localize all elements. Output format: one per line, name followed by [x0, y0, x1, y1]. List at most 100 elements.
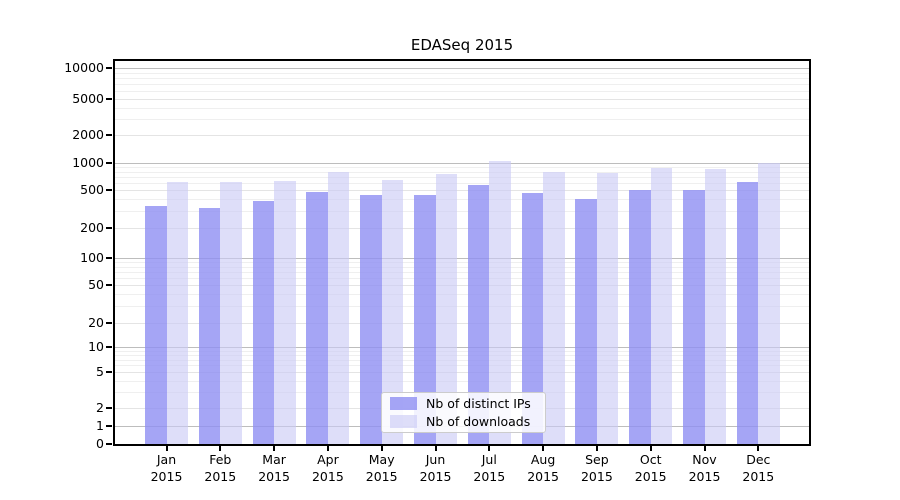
y-tick-label: 200	[80, 220, 104, 235]
y-tick-label: 2000	[72, 127, 104, 142]
minor-gridline	[114, 271, 810, 273]
gridline	[114, 323, 810, 324]
minor-gridline	[114, 167, 810, 169]
bar-distinct-ips	[198, 207, 221, 444]
minor-gridline	[114, 266, 810, 268]
minor-gridline	[114, 182, 810, 184]
x-tick-label: Dec 2015	[728, 451, 788, 485]
bar-downloads	[596, 172, 619, 444]
x-tick-label: Jan 2015	[137, 451, 197, 485]
bar-downloads	[435, 173, 457, 444]
x-tick	[380, 445, 383, 451]
minor-gridline	[114, 277, 810, 279]
x-tick-year: 2015	[419, 469, 452, 484]
y-tick-label: 2	[96, 400, 104, 415]
y-tick-label: 500	[80, 182, 104, 197]
minor-gridline	[114, 380, 810, 382]
plot-area	[114, 60, 810, 444]
y-tick-label: 10	[88, 339, 104, 354]
x-tick-year: 2015	[204, 469, 237, 484]
y-tick	[106, 443, 112, 445]
x-tick-label: Jun 2015	[406, 451, 466, 485]
bar-downloads	[543, 171, 565, 444]
bar-distinct-ips	[736, 181, 759, 444]
y-tick	[106, 284, 112, 286]
x-tick-year: 2015	[742, 469, 775, 484]
x-tick	[757, 445, 760, 451]
x-tick-year: 2015	[580, 469, 613, 484]
y-tick	[106, 371, 112, 373]
x-tick-label: Feb 2015	[190, 451, 250, 485]
minor-gridline	[114, 90, 810, 92]
x-tick-label: May 2015	[352, 451, 412, 485]
x-tick	[703, 445, 706, 451]
y-tick-label: 1	[96, 418, 104, 433]
bar-distinct-ips	[467, 184, 490, 444]
bar-downloads	[166, 181, 188, 444]
minor-gridline	[114, 77, 810, 79]
x-tick-label: Jul 2015	[459, 451, 519, 485]
minor-gridline	[114, 176, 810, 178]
minor-gridline	[114, 306, 810, 308]
gridline	[114, 372, 810, 373]
gridline	[114, 285, 810, 286]
x-tick	[326, 445, 329, 451]
x-tick-label: Apr 2015	[298, 451, 358, 485]
minor-gridline	[114, 365, 810, 367]
x-tick	[434, 445, 437, 451]
y-tick	[106, 322, 112, 324]
bar-distinct-ips	[521, 193, 544, 444]
legend: Nb of distinct IPs Nb of downloads	[381, 392, 546, 433]
y-tick-label: 20	[88, 315, 104, 330]
bar-downloads	[327, 171, 350, 444]
legend-item-distinct-ips: Nb of distinct IPs	[390, 396, 537, 411]
minor-gridline	[114, 171, 810, 173]
x-tick-year: 2015	[150, 469, 183, 484]
x-tick-label: Nov 2015	[675, 451, 735, 485]
y-tick	[106, 425, 112, 427]
gridline	[114, 228, 810, 229]
legend-label-distinct-ips: Nb of distinct IPs	[426, 396, 531, 411]
x-tick-label: Mar 2015	[244, 451, 304, 485]
bar-distinct-ips	[360, 195, 382, 444]
x-tick	[595, 445, 598, 451]
legend-item-downloads: Nb of downloads	[390, 414, 537, 429]
legend-label-downloads: Nb of downloads	[426, 414, 531, 429]
x-tick	[273, 445, 276, 451]
minor-gridline	[114, 359, 810, 361]
bar-downloads	[274, 180, 296, 444]
y-tick-label: 0	[96, 436, 104, 451]
bar-distinct-ips	[145, 205, 167, 444]
bar-downloads	[758, 163, 780, 444]
bar-distinct-ips	[414, 195, 436, 444]
minor-gridline	[114, 262, 810, 264]
bar-downloads	[650, 167, 673, 444]
bar-distinct-ips	[683, 189, 705, 444]
x-tick-year: 2015	[311, 469, 344, 484]
x-tick-year: 2015	[527, 469, 559, 484]
gridline	[114, 190, 810, 191]
minor-gridline	[114, 355, 810, 357]
legend-swatch-downloads	[390, 415, 417, 428]
y-tick	[106, 346, 112, 348]
y-tick-label: 10000	[64, 60, 104, 75]
bar-downloads	[381, 179, 404, 444]
x-tick	[219, 445, 222, 451]
gridline	[114, 163, 810, 164]
minor-gridline	[114, 211, 810, 213]
y-tick-label: 5	[96, 364, 104, 379]
minor-gridline	[114, 350, 810, 352]
minor-gridline	[114, 83, 810, 85]
y-tick-label: 1000	[72, 155, 104, 170]
gridline	[114, 135, 810, 136]
x-tick	[649, 445, 652, 451]
gridline	[114, 258, 810, 259]
gridline	[114, 68, 810, 69]
x-tick	[542, 445, 545, 451]
chart-title: EDASeq 2015	[410, 36, 514, 54]
y-tick	[106, 227, 112, 229]
gridline	[114, 347, 810, 348]
bar-distinct-ips	[629, 190, 651, 444]
bar-distinct-ips	[252, 200, 275, 444]
